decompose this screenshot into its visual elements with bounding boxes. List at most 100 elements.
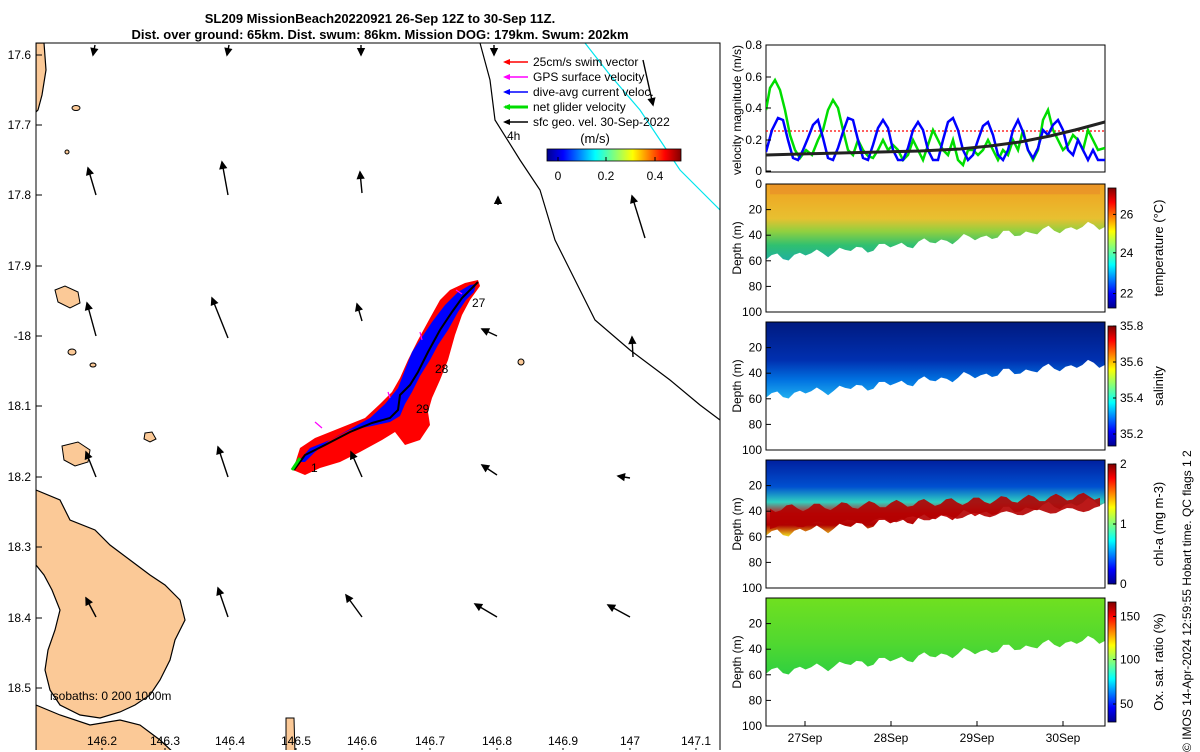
svg-text:dive-avg current veloc.: dive-avg current veloc. — [533, 85, 654, 99]
colorbar-tick-label: 50 — [1120, 697, 1134, 711]
geostrophic-arrow — [345, 593, 363, 618]
section-colorbar — [1107, 601, 1117, 723]
glider-track-line — [293, 281, 479, 471]
depth-tick-label: 20 — [749, 203, 763, 217]
coast-strip-west — [36, 43, 47, 113]
colorbar-tick-label: 0.4 — [647, 169, 664, 183]
depth-ylabel: Depth (m) — [730, 497, 744, 550]
map-x-tick-label: 146.7 — [415, 734, 445, 748]
colorbar-tick-label: 35.2 — [1120, 427, 1144, 441]
geostrophic-arrow — [489, 45, 499, 57]
map-y-tick-label: 17.9 — [8, 259, 32, 273]
colorbar-tick-label: 22 — [1120, 287, 1134, 301]
colorbar-tick-label: 150 — [1120, 609, 1140, 623]
geostrophic-arrow — [90, 44, 99, 57]
map-y-ticks: 17.6 17.7 17.8 17.9 -18 18.1 18.2 18.3 18.4 18.5 — [8, 48, 42, 695]
time-tick-label: 28Sep — [874, 731, 909, 745]
gps-surface-velocity-arrows — [314, 289, 463, 429]
velocity-ylabel: velocity magnitude (m/s) — [730, 45, 744, 175]
map-y-tick-label: 18.4 — [8, 611, 32, 625]
velocity-series-black — [766, 120, 1105, 157]
depth-tick-label: 40 — [749, 366, 763, 380]
geostrophic-arrow — [216, 445, 229, 478]
map-y-tick-label: 18.5 — [8, 681, 32, 695]
geostrophic-arrow — [616, 473, 631, 482]
depth-ylabel: Depth (m) — [730, 221, 744, 274]
map-x-tick-label: 146.9 — [548, 734, 578, 748]
depth-tick-label: 0 — [755, 177, 762, 191]
isobath-label: isobaths: 0 200 1000m — [50, 689, 171, 703]
island-7 — [89, 362, 97, 368]
velocity-series-green — [766, 77, 1105, 168]
velocity-series-blue — [766, 115, 1105, 163]
map-x-tick-label: 146.8 — [482, 734, 512, 748]
figure-title-line2: Dist. over ground: 65km. Dist. swum: 86k… — [131, 27, 629, 42]
svg-text:sfc geo. vel. 30-Sep-2022: sfc geo. vel. 30-Sep-2022 — [533, 115, 670, 129]
geostrophic-arrow — [606, 604, 631, 618]
depth-tick-label: 40 — [749, 228, 763, 242]
geostrophic-arrow — [216, 586, 229, 618]
section-colorbar-label: salinity — [1151, 366, 1166, 406]
geostrophic-arrow — [356, 45, 366, 57]
colorbar-tick-label: 0 — [1120, 577, 1127, 591]
velocity-y-tick-label: 0 — [755, 164, 762, 178]
map-x-tick-label: 146.2 — [87, 734, 117, 748]
depth-tick-label: 60 — [749, 392, 763, 406]
legend-entry: 25cm/s swim vector — [503, 55, 638, 69]
legend-entry: sfc geo. vel. 30-Sep-2022 — [503, 115, 670, 129]
depth-tick-label: 60 — [749, 530, 763, 544]
depth-ylabel: Depth (m) — [730, 359, 744, 412]
time-tick-label: 27Sep — [788, 731, 823, 745]
map-x-ticks: 146.2 146.3 146.4 146.5 146.6 146.7 146.8 146.9… — [87, 734, 711, 750]
geostrophic-arrow — [84, 450, 97, 478]
geostrophic-arrow — [354, 302, 363, 322]
island-5 — [67, 348, 77, 356]
mainland-south — [36, 704, 172, 750]
depth-tick-label: 100 — [742, 305, 762, 319]
colorbar-tick-label: 0.2 — [598, 169, 615, 183]
depth-tick-label: 80 — [749, 279, 763, 293]
section-colorbar-label: Ox. sat. ratio (%) — [1151, 613, 1166, 711]
colorbar-tick-label: 35.8 — [1120, 319, 1144, 333]
colorbar-tick-label: 24 — [1120, 246, 1134, 260]
depth-ylabel: Depth (m) — [730, 635, 744, 688]
colorbar-tick-label: 35.6 — [1120, 355, 1144, 369]
legend-entry: net glider velocity — [503, 100, 626, 114]
section-colorbar-label: temperature (°C) — [1151, 200, 1166, 297]
section-colorbar-label: chl-a (mg m-3) — [1151, 482, 1166, 567]
velocity-panel: 0 0.2 0.4 0.6 0.8 velocity magnitude (m/s) — [730, 38, 1106, 178]
section-panel-salinity: 20 40 60 80 100 Depth (m) 35.2 35.4 35.6 35.8 sali… — [730, 319, 1166, 457]
mainland-land — [36, 489, 186, 719]
depth-tick-label: 100 — [742, 719, 762, 733]
time-tick-label: 29Sep — [960, 731, 995, 745]
island-4 — [71, 105, 81, 111]
section-panel-chla: 20 40 60 80 100 Depth (m) 0 1 2 chl-a (mg m-3) — [730, 457, 1166, 595]
day-marker-28: 28 — [435, 362, 449, 376]
legend-entry: dive-avg current veloc. — [503, 85, 654, 99]
colorbar-tick-label: 100 — [1120, 653, 1140, 667]
island-1 — [54, 285, 81, 309]
island-2 — [61, 441, 91, 467]
section-data-field — [766, 598, 1105, 675]
figure-title-line1: SL209 MissionBeach20220921 26-Sep 12Z to… — [204, 11, 556, 26]
time-label-4h: 4h — [507, 129, 520, 143]
map-x-tick-label: 146.4 — [215, 734, 245, 748]
section-panels: 0 20 40 60 80 100 Depth (m) 22 24 26 temperature (… — [730, 177, 1166, 733]
map-y-tick-label: -18 — [14, 329, 32, 343]
geostrophic-arrow — [350, 450, 363, 478]
geostrophic-arrow — [493, 195, 503, 205]
map-y-tick-label: 17.6 — [8, 48, 32, 62]
depth-tick-label: 40 — [749, 642, 763, 656]
island-6 — [517, 358, 525, 366]
geostrophic-arrow — [480, 464, 498, 476]
day-marker-1: 1 — [311, 461, 318, 475]
colorbar-tick-label: 26 — [1120, 207, 1134, 221]
geostrophic-arrow — [642, 59, 656, 107]
depth-tick-label: 100 — [742, 581, 762, 595]
geostrophic-arrow — [630, 194, 646, 239]
section-colorbar — [1107, 325, 1117, 447]
depth-tick-label: 20 — [749, 479, 763, 493]
geostrophic-arrow — [210, 296, 229, 339]
geostrophic-arrow — [85, 596, 97, 618]
